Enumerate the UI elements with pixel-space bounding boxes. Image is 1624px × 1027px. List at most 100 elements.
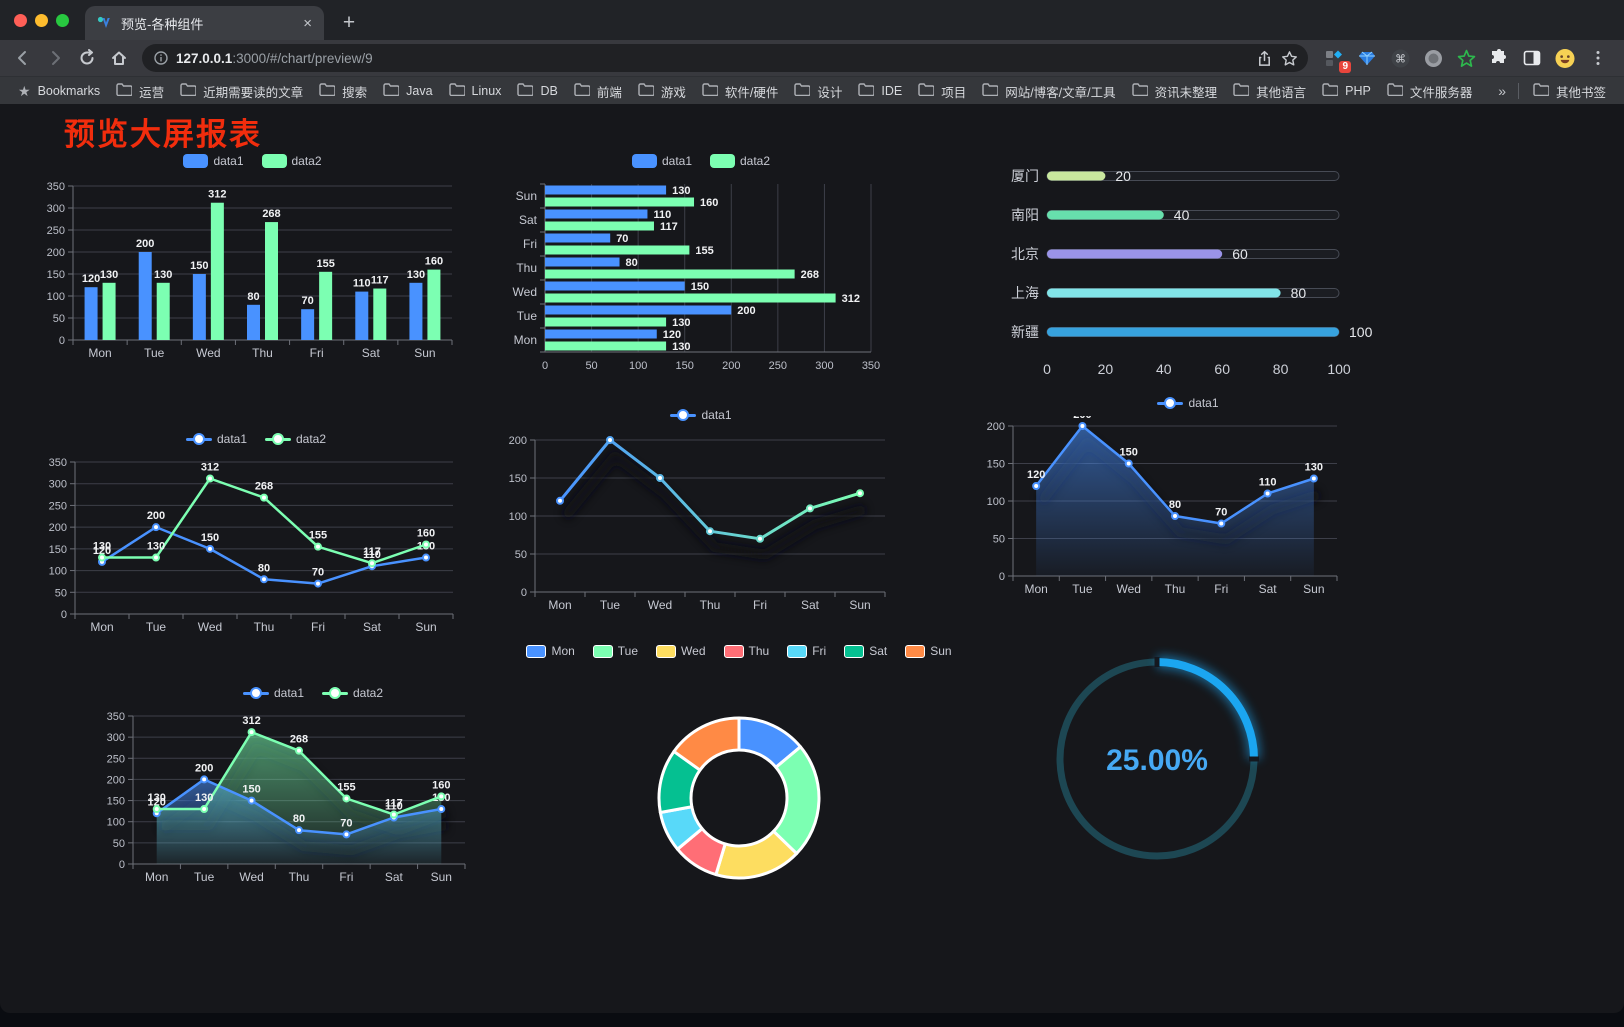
bookmark-folder-11[interactable]: 项目 [910,79,974,104]
two-series-line-chart-canvas[interactable]: 0 50 100 150 200 250 300 350 Mon Tue Wed Thu Fri Sat S… [45,452,467,638]
legend-item-data1[interactable]: data1 [242,686,304,700]
bookmark-folder-15[interactable]: PHP [1314,80,1379,102]
profile-avatar[interactable] [1555,48,1575,68]
bar-data2-Sun[interactable] [427,269,441,340]
legend-item-Mon[interactable]: Mon [526,644,575,658]
legend-item-data1[interactable]: data1 [631,154,692,168]
minimize-window-button[interactable] [35,13,48,27]
bar-data1-Sun[interactable] [409,282,423,340]
share-icon[interactable] [1256,50,1273,67]
evernote-star-extension-icon[interactable] [1456,48,1476,68]
progress-fill-北京[interactable] [1047,249,1223,259]
tab-manager-extension-icon[interactable]: 9 [1324,48,1351,73]
grouped-bar-chart-canvas[interactable]: 0 50 100 150 200 250 300 350 Mon Tue Wed Thu Fri Sat S… [45,174,460,364]
bar-data2-Fri[interactable] [545,245,690,255]
legend-item-Thu[interactable]: Thu [723,644,769,658]
bookmark-folder-7[interactable]: 游戏 [630,79,694,104]
command-extension-icon[interactable]: ⌘ [1390,48,1410,68]
bookmarks-manager-item[interactable]: ★ Bookmarks [10,81,108,101]
legend-item-data2[interactable]: data2 [710,154,770,168]
bookmark-folder-6[interactable]: 前端 [566,79,630,104]
bar-data2-Sat[interactable] [545,221,654,231]
gauge-progress-arc[interactable] [1156,658,1258,760]
bar-data1-Wed[interactable] [192,274,206,340]
legend-item-data1[interactable]: data1 [1157,396,1219,410]
browser-tab[interactable]: 预览-各种组件 × [85,6,324,40]
bookmark-folder-5[interactable]: DB [509,80,565,102]
bar-data1-Sun[interactable] [545,185,667,195]
gem-extension-icon[interactable] [1357,48,1377,68]
other-bookmarks-folder[interactable]: 其他书签 [1525,79,1614,104]
bar-data1-Thu[interactable] [545,257,620,267]
bar-data2-Tue[interactable] [545,317,667,327]
back-button[interactable] [8,43,38,73]
bookmark-folder-8[interactable]: 软件/硬件 [694,79,786,104]
legend-item-data2[interactable]: data2 [265,432,326,446]
bar-data1-Sat[interactable] [355,291,369,340]
legend-item-Tue[interactable]: Tue [592,644,638,658]
bar-data2-Tue[interactable] [156,282,170,340]
maximize-window-button[interactable] [56,13,69,27]
legend-item-data2[interactable]: data2 [322,686,383,700]
bookmark-folder-3[interactable]: Java [375,80,440,102]
bar-data2-Wed[interactable] [545,293,836,303]
extensions-puzzle-icon[interactable] [1489,48,1509,68]
bar-data2-Sun[interactable] [545,197,695,207]
address-bar[interactable]: 127.0.0.1:3000/#/chart/preview/9 [142,44,1308,72]
bar-data2-Wed[interactable] [210,202,224,340]
browser-menu-icon[interactable] [1588,48,1608,68]
legend-item-data1[interactable]: data1 [183,154,244,168]
recorder-extension-icon[interactable] [1423,48,1443,68]
site-info-icon[interactable] [154,51,168,65]
bar-data2-Mon[interactable] [102,282,116,340]
bar-data1-Tue[interactable] [138,252,152,340]
donut-slice-Sun[interactable] [672,716,741,772]
progress-fill-南阳[interactable] [1047,210,1164,220]
bar-data1-Mon[interactable] [84,287,98,340]
bar-data2-Thu[interactable] [265,222,278,340]
bar-data1-Thu[interactable] [247,304,260,340]
bookmarks-overflow-chevron[interactable]: » [1498,83,1506,99]
bookmark-folder-1[interactable]: 近期需要读的文章 [172,79,311,104]
donut-chart-canvas[interactable] [552,664,926,892]
progress-fill-上海[interactable] [1047,288,1281,298]
bar-data2-Fri[interactable] [319,271,333,340]
progress-fill-新疆[interactable] [1047,327,1339,337]
bar-data1-Sat[interactable] [545,209,648,219]
bar-data1-Mon[interactable] [545,329,657,339]
bar-data2-Thu[interactable] [545,269,795,279]
bar-data2-Mon[interactable] [545,341,667,351]
side-panel-icon[interactable] [1522,48,1542,68]
two-series-area-chart-canvas[interactable]: 0 50 100 150 200 250 300 350 Mon Tue Wed Thu Fri Sat S… [105,706,521,892]
bookmark-folder-16[interactable]: 文件服务器 [1379,79,1481,104]
legend-item-Fri[interactable]: Fri [787,644,826,658]
close-window-button[interactable] [14,13,27,27]
bookmark-folder-14[interactable]: 其他语言 [1225,79,1314,104]
progress-bar-chart-canvas[interactable]: 厦门 20 南阳 40 北京 60 上海 80 新疆 100 0 20 40 60 80 100 [995,156,1387,386]
bar-data1-Tue[interactable] [545,305,732,315]
legend-item-data1[interactable]: data1 [670,408,732,422]
forward-button[interactable] [40,43,70,73]
legend-item-data1[interactable]: data1 [185,432,247,446]
legend-item-Wed[interactable]: Wed [656,644,706,658]
bookmark-folder-4[interactable]: Linux [441,80,510,102]
bookmark-star-icon[interactable] [1281,50,1298,67]
bookmark-folder-9[interactable]: 设计 [786,79,850,104]
bookmark-folder-13[interactable]: 资讯未整理 [1124,79,1226,104]
ring-progress-gauge-canvas[interactable]: 25.00% [1044,646,1270,872]
gradient-line-chart-canvas[interactable]: 0 50 100 150 200 Mon Tue Wed Thu Fri Sat Sun [505,428,897,618]
bar-data1-Fri[interactable] [301,309,315,340]
legend-item-Sat[interactable]: Sat [844,644,887,658]
bar-data1-Fri[interactable] [545,233,611,243]
bar-data2-Sat[interactable] [373,288,387,340]
bookmark-folder-12[interactable]: 网站/博客/文章/工具 [974,79,1123,104]
bookmark-folder-10[interactable]: IDE [850,80,910,102]
bar-data1-Wed[interactable] [545,281,685,291]
bookmark-folder-0[interactable]: 运营 [108,79,172,104]
area-line-chart-canvas[interactable]: 0 50 100 150 200 Mon Tue Wed Thu Fri Sat Sun 120 200 1… [985,409,1391,602]
reload-button[interactable] [72,43,102,73]
progress-fill-厦门[interactable] [1047,171,1106,181]
bookmark-folder-2[interactable]: 搜索 [311,79,375,104]
legend-item-Sun[interactable]: Sun [905,644,952,658]
